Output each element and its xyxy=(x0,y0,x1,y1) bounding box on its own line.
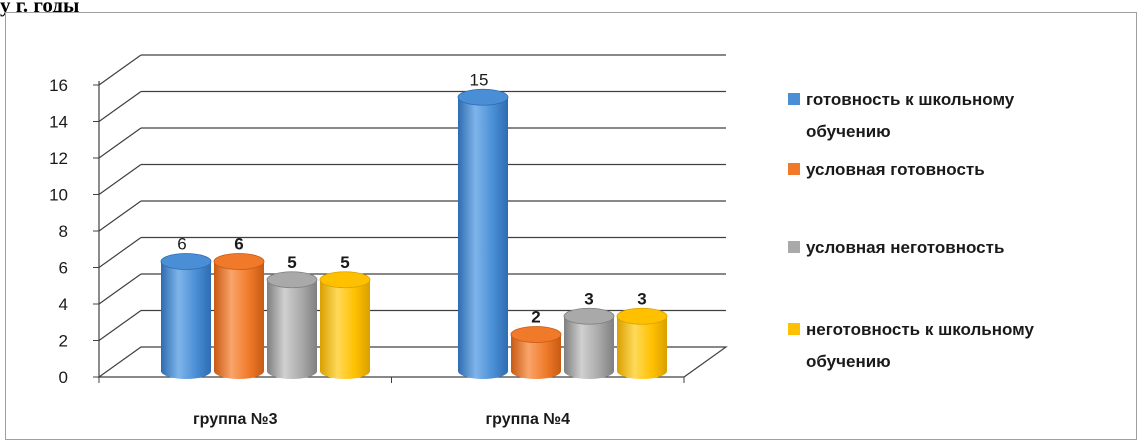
legend-swatch xyxy=(788,323,800,335)
y-tick-label: 8 xyxy=(59,222,68,241)
legend-item-неготовность-к-школьному-обучению: неготовность к школьному обучению xyxy=(788,320,1035,371)
data-label: 5 xyxy=(340,253,349,272)
legend-swatch xyxy=(788,163,800,175)
y-tick-label: 14 xyxy=(49,113,68,132)
bars xyxy=(160,88,668,379)
gridline-side xyxy=(98,127,142,159)
legend: готовность к школьному обучению условная г… xyxy=(788,90,1035,371)
category-label-группа-3: группа №3 xyxy=(193,411,278,428)
bar-условная-готовность-группа-3 xyxy=(213,253,265,379)
y-tick-label: 2 xyxy=(59,332,68,351)
legend-label: условная готовность xyxy=(806,160,985,179)
legend-label: готовность к школьному xyxy=(806,90,1015,109)
bar-неготовность-к-школьному-обучению-группа-3 xyxy=(319,271,371,379)
bar-условная-неготовность-группа-4 xyxy=(563,307,615,379)
y-tick-label: 4 xyxy=(59,295,68,314)
bar-top xyxy=(457,88,509,106)
legend-label: неготовность к школьному xyxy=(806,320,1035,339)
legend-label: обучению xyxy=(806,352,891,371)
bar-top xyxy=(616,307,668,325)
bar-top xyxy=(213,253,265,270)
bar-top xyxy=(510,326,562,343)
bar-top xyxy=(266,271,318,289)
legend-swatch xyxy=(788,241,800,253)
y-tick-label: 10 xyxy=(49,186,68,205)
gridline-side xyxy=(98,273,142,305)
legend-swatch xyxy=(788,93,800,105)
gridlines xyxy=(98,54,726,341)
bar-body xyxy=(320,279,370,379)
y-tick-label: 16 xyxy=(49,76,68,95)
gridline-side xyxy=(98,237,142,268)
data-label: 6 xyxy=(177,235,186,254)
data-labels: 6 6 5 5 15 2 3 3 xyxy=(177,70,646,326)
y-tick-label: 6 xyxy=(59,259,68,278)
y-tick-label: 12 xyxy=(49,149,68,168)
bar-top xyxy=(563,307,615,325)
bar-body xyxy=(617,316,667,379)
bar-body xyxy=(458,97,508,379)
category-label-группа-4: группа №4 xyxy=(485,411,570,428)
y-tick-labels: 0 2 4 6 8 10 12 14 16 xyxy=(49,76,68,387)
gridline-side xyxy=(98,91,142,122)
data-label: 5 xyxy=(287,253,296,272)
data-label: 2 xyxy=(531,308,540,327)
data-label: 15 xyxy=(470,70,489,89)
bar-готовность-к-школьному-обучению-группа-4 xyxy=(457,88,509,379)
bar-top xyxy=(319,271,371,289)
legend-item-условная-неготовность: условная неготовность xyxy=(788,238,1004,257)
data-label: 3 xyxy=(584,289,593,308)
bar-body xyxy=(564,316,614,379)
legend-label: условная неготовность xyxy=(806,238,1004,257)
category-labels: группа №3 группа №4 xyxy=(193,411,570,428)
legend-label: обучению xyxy=(806,122,891,141)
y-tick-label: 0 xyxy=(59,368,68,387)
chart-frame: 0 2 4 6 8 10 12 14 16 6 6 5 5 15 2 3 3 группа №3 группа … xyxy=(5,12,1137,440)
data-label: 6 xyxy=(234,235,243,254)
legend-item-условная-готовность: условная готовность xyxy=(788,160,985,179)
bar-условная-готовность-группа-4 xyxy=(510,326,562,379)
bar-условная-неготовность-группа-3 xyxy=(266,271,318,379)
bar-body xyxy=(161,261,211,379)
legend-item-готовность-к-школьному-обучению: готовность к школьному обучению xyxy=(788,90,1015,141)
gridline-side xyxy=(98,54,142,86)
gridline-side xyxy=(98,310,142,341)
bar-body xyxy=(214,261,264,379)
gridline-side xyxy=(98,200,142,232)
bar-body xyxy=(511,334,561,379)
bar-top xyxy=(160,253,212,270)
bar-body xyxy=(267,279,317,379)
gridline-side xyxy=(98,164,142,195)
bar-неготовность-к-школьному-обучению-группа-4 xyxy=(616,307,668,379)
bar-готовность-к-школьному-обучению-группа-3 xyxy=(160,253,212,379)
data-label: 3 xyxy=(637,289,646,308)
